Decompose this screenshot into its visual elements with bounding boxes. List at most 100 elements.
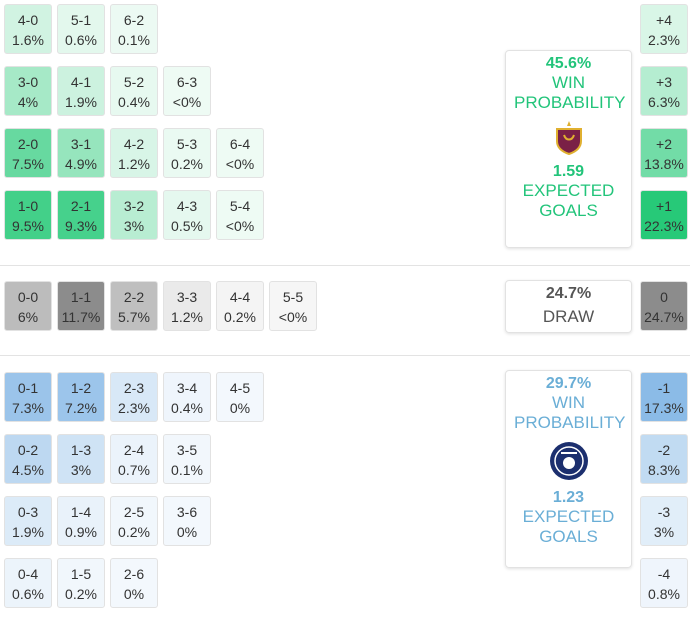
probability: 0%	[123, 586, 145, 602]
score: 4-4	[229, 289, 251, 305]
probability: 1.6%	[12, 32, 44, 48]
home-win-label: WIN PROBABILITY	[514, 73, 626, 112]
score: 1-4	[70, 504, 92, 520]
home-summary: 45.6% WIN PROBABILITY 1.59 EXPECTED GOAL…	[505, 50, 632, 248]
score-cell: 3-0 4%	[4, 66, 52, 116]
probability: 9.5%	[12, 218, 44, 234]
score: 6-3	[176, 74, 198, 90]
probability: 2.3%	[118, 400, 150, 416]
score: 0-3	[17, 504, 39, 520]
score-cell: 4-2 1.2%	[110, 128, 158, 178]
probability: 0.1%	[171, 462, 203, 478]
score-cell: 3-3 1.2%	[163, 281, 211, 331]
probability: 0.4%	[118, 94, 150, 110]
probability: 0.8%	[648, 586, 680, 602]
score-cell: 5-4 <0%	[216, 190, 264, 240]
score: 3-3	[176, 289, 198, 305]
score: 2-5	[123, 504, 145, 520]
score: +3	[656, 74, 672, 90]
score-cell: 2-1 9.3%	[57, 190, 105, 240]
score: -2	[657, 442, 671, 458]
score-cell: 3-2 3%	[110, 190, 158, 240]
score-cell: 4-0 1.6%	[4, 4, 52, 54]
probability: 7.2%	[65, 400, 97, 416]
probability: 1.2%	[118, 156, 150, 172]
probability: 0.6%	[12, 586, 44, 602]
score: +1	[656, 198, 672, 214]
score-cell: 0-2 4.5%	[4, 434, 52, 484]
score: 4-2	[123, 136, 145, 152]
score: 0-2	[17, 442, 39, 458]
score-cell: 5-2 0.4%	[110, 66, 158, 116]
score: 1-5	[70, 566, 92, 582]
score: 1-2	[70, 380, 92, 396]
score-cell: 4-3 0.5%	[163, 190, 211, 240]
score-cell: 1-3 3%	[57, 434, 105, 484]
separator	[0, 355, 690, 356]
probability: <0%	[225, 156, 255, 172]
score-cell: 6-3 <0%	[163, 66, 211, 116]
score: 4-3	[176, 198, 198, 214]
score: -3	[657, 504, 671, 520]
score-cell: 0-3 1.9%	[4, 496, 52, 546]
probability: 2.3%	[648, 32, 680, 48]
probability: 4.5%	[12, 462, 44, 478]
score-cell: +3 6.3%	[640, 66, 688, 116]
score: 4-1	[70, 74, 92, 90]
probability: 8.3%	[648, 462, 680, 478]
away-win-probability: 29.7%	[545, 375, 592, 392]
score-cell: 5-3 0.2%	[163, 128, 211, 178]
probability: 4.9%	[65, 156, 97, 172]
away-expected-goals: 1.23	[552, 489, 585, 506]
score-cell: +4 2.3%	[640, 4, 688, 54]
score-cell: 2-4 0.7%	[110, 434, 158, 484]
probability: 22.3%	[644, 218, 684, 234]
score-cell: -4 0.8%	[640, 558, 688, 608]
score-cell: 3-5 0.1%	[163, 434, 211, 484]
score-cell: 4-4 0.2%	[216, 281, 264, 331]
probability: 0.2%	[171, 156, 203, 172]
probability: 0.2%	[118, 524, 150, 540]
score: 1-0	[17, 198, 39, 214]
score: 0	[660, 289, 668, 305]
score: 5-2	[123, 74, 145, 90]
score: 1-3	[70, 442, 92, 458]
probability: 9.3%	[65, 218, 97, 234]
score: 2-2	[123, 289, 145, 305]
probability: 1.9%	[12, 524, 44, 540]
probability: 0.9%	[65, 524, 97, 540]
probability: 4%	[17, 94, 39, 110]
score: 5-5	[282, 289, 304, 305]
score-cell: 3-1 4.9%	[57, 128, 105, 178]
score: 3-4	[176, 380, 198, 396]
score: +2	[656, 136, 672, 152]
probability: 3%	[123, 218, 145, 234]
score-cell: -1 17.3%	[640, 372, 688, 422]
score: 6-2	[123, 12, 145, 28]
home-win-probability: 45.6%	[545, 55, 592, 72]
probability: 0%	[176, 524, 198, 540]
score-cell: -2 8.3%	[640, 434, 688, 484]
away-logo	[549, 442, 588, 480]
score-cell: 0 24.7%	[640, 281, 688, 331]
probability: 11.7%	[61, 309, 101, 325]
score-cell: 2-3 2.3%	[110, 372, 158, 422]
probability: 7.5%	[12, 156, 44, 172]
score-cell: 6-4 <0%	[216, 128, 264, 178]
draw-summary: 24.7% DRAW	[505, 280, 632, 333]
score: 5-3	[176, 136, 198, 152]
score: 1-1	[70, 289, 92, 305]
score: 0-1	[17, 380, 39, 396]
score: +4	[656, 12, 672, 28]
score: 6-4	[229, 136, 251, 152]
probability: 13.8%	[644, 156, 684, 172]
score-cell: 1-0 9.5%	[4, 190, 52, 240]
score: 3-0	[17, 74, 39, 90]
probability: 1.9%	[65, 94, 97, 110]
score-cell: 4-5 0%	[216, 372, 264, 422]
score-cell: 2-5 0.2%	[110, 496, 158, 546]
score-cell: 1-1 11.7%	[57, 281, 105, 331]
score: 4-5	[229, 380, 251, 396]
home-expected-goals: 1.59	[552, 163, 585, 180]
